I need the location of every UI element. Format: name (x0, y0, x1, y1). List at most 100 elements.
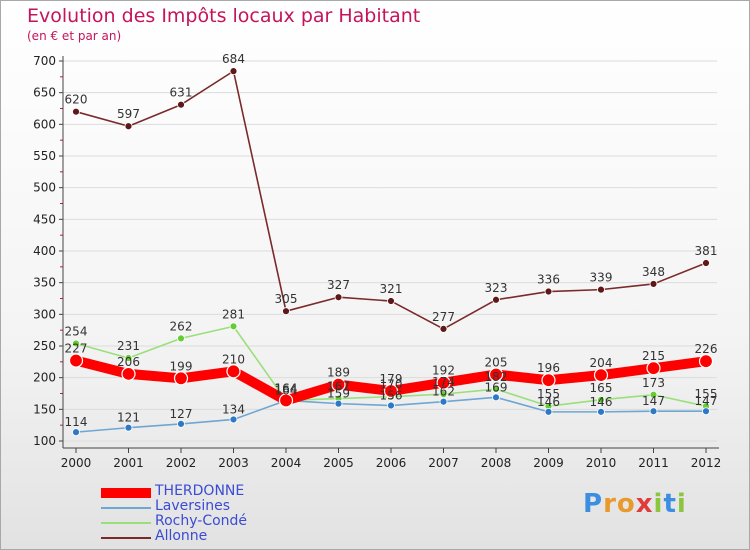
data-point (72, 339, 80, 348)
y-tick-label: 150 (33, 402, 56, 416)
data-label: 205 (485, 356, 508, 370)
legend-swatch-rochy-conde (101, 521, 151, 524)
data-label: 169 (485, 380, 508, 394)
data-label: 327 (327, 278, 350, 292)
data-point (177, 419, 185, 428)
data-label: 215 (642, 349, 665, 363)
data-label: 254 (65, 324, 88, 338)
data-point (278, 393, 294, 408)
data-label: 173 (642, 376, 665, 390)
y-tick-label: 500 (33, 181, 56, 195)
data-point (124, 122, 133, 131)
data-label: 226 (695, 342, 718, 356)
data-point (334, 293, 343, 302)
data-point (702, 259, 710, 267)
logo-letter: r (603, 489, 617, 519)
x-tick-label: 2012 (691, 456, 722, 470)
data-point (121, 366, 136, 381)
data-label: 381 (695, 244, 718, 258)
data-point (173, 371, 189, 386)
data-label: 204 (590, 356, 613, 370)
data-point (177, 334, 185, 343)
x-tick-label: 2001 (113, 456, 144, 470)
data-point (646, 361, 661, 376)
logo-letter: o (616, 489, 636, 519)
data-label: 164 (275, 381, 298, 395)
x-tick-label: 2007 (428, 456, 459, 470)
x-tick-label: 2009 (533, 456, 564, 470)
data-point (597, 407, 605, 416)
data-point (492, 385, 500, 393)
data-point (702, 407, 710, 416)
data-label: 206 (117, 355, 140, 369)
legend-item-laversines: Laversines (101, 499, 401, 515)
data-point (387, 401, 395, 410)
data-point (334, 399, 343, 408)
legend-label-therdonne: THERDONNE (155, 483, 245, 499)
data-label: 227 (65, 342, 88, 356)
data-label: 165 (590, 381, 613, 395)
data-label: 155 (537, 387, 560, 401)
x-tick-label: 2005 (323, 456, 354, 470)
y-tick-label: 650 (33, 86, 56, 100)
data-point (593, 368, 609, 383)
data-point (492, 295, 500, 304)
legend-swatch-allonne (101, 536, 151, 539)
legend-swatch-laversines (101, 506, 151, 509)
data-point (229, 67, 238, 76)
data-label: 189 (327, 366, 350, 380)
y-tick-label: 400 (33, 244, 56, 258)
data-label: 199 (170, 359, 193, 373)
data-label: 631 (170, 86, 193, 100)
data-label: 321 (380, 282, 403, 296)
data-point (436, 375, 451, 390)
y-tick-label: 600 (33, 117, 56, 131)
data-label: 162 (432, 385, 455, 399)
chart-subtitle: (en € et par an) (27, 29, 122, 43)
data-point (124, 354, 133, 362)
data-point (649, 390, 658, 399)
data-label: 262 (170, 319, 193, 333)
data-label: 155 (695, 387, 718, 401)
data-point (439, 397, 448, 406)
x-tick-label: 2004 (271, 456, 302, 470)
data-label: 179 (380, 372, 403, 386)
data-label: 127 (170, 407, 193, 421)
data-point (492, 393, 500, 402)
legend-item-allonne: Allonne (101, 529, 401, 545)
y-tick-label: 200 (33, 371, 56, 385)
y-tick-label: 100 (33, 434, 56, 448)
data-label: 146 (590, 395, 613, 409)
data-label: 134 (222, 402, 245, 416)
logo-letter: t (663, 489, 677, 519)
data-point (649, 407, 658, 416)
data-point (226, 364, 241, 379)
proxiti-logo: Proxiti (583, 489, 687, 519)
logo-letter: i (676, 489, 687, 519)
x-tick-label: 2011 (638, 456, 669, 470)
data-point (177, 100, 185, 109)
legend-item-therdonne: THERDONNE (101, 483, 401, 500)
data-point (698, 354, 714, 369)
data-label: 305 (275, 292, 298, 306)
data-label: 114 (65, 415, 88, 429)
x-tick-label: 2008 (481, 456, 512, 470)
data-point (439, 324, 448, 333)
data-label: 192 (432, 364, 455, 378)
data-label: 277 (432, 310, 455, 324)
data-point (331, 377, 346, 392)
x-tick-label: 2000 (61, 456, 92, 470)
data-label: 196 (537, 361, 560, 375)
data-point (597, 395, 605, 404)
data-point (229, 322, 238, 331)
data-label: 146 (537, 395, 560, 409)
data-point (488, 367, 504, 382)
y-tick-label: 250 (33, 339, 56, 353)
y-tick-label: 550 (33, 149, 56, 163)
y-tick-label: 300 (33, 307, 56, 321)
data-point (72, 428, 80, 437)
logo-letter: P (583, 489, 604, 519)
data-point (544, 407, 553, 416)
data-label: 159 (327, 387, 350, 401)
data-point (541, 373, 556, 388)
